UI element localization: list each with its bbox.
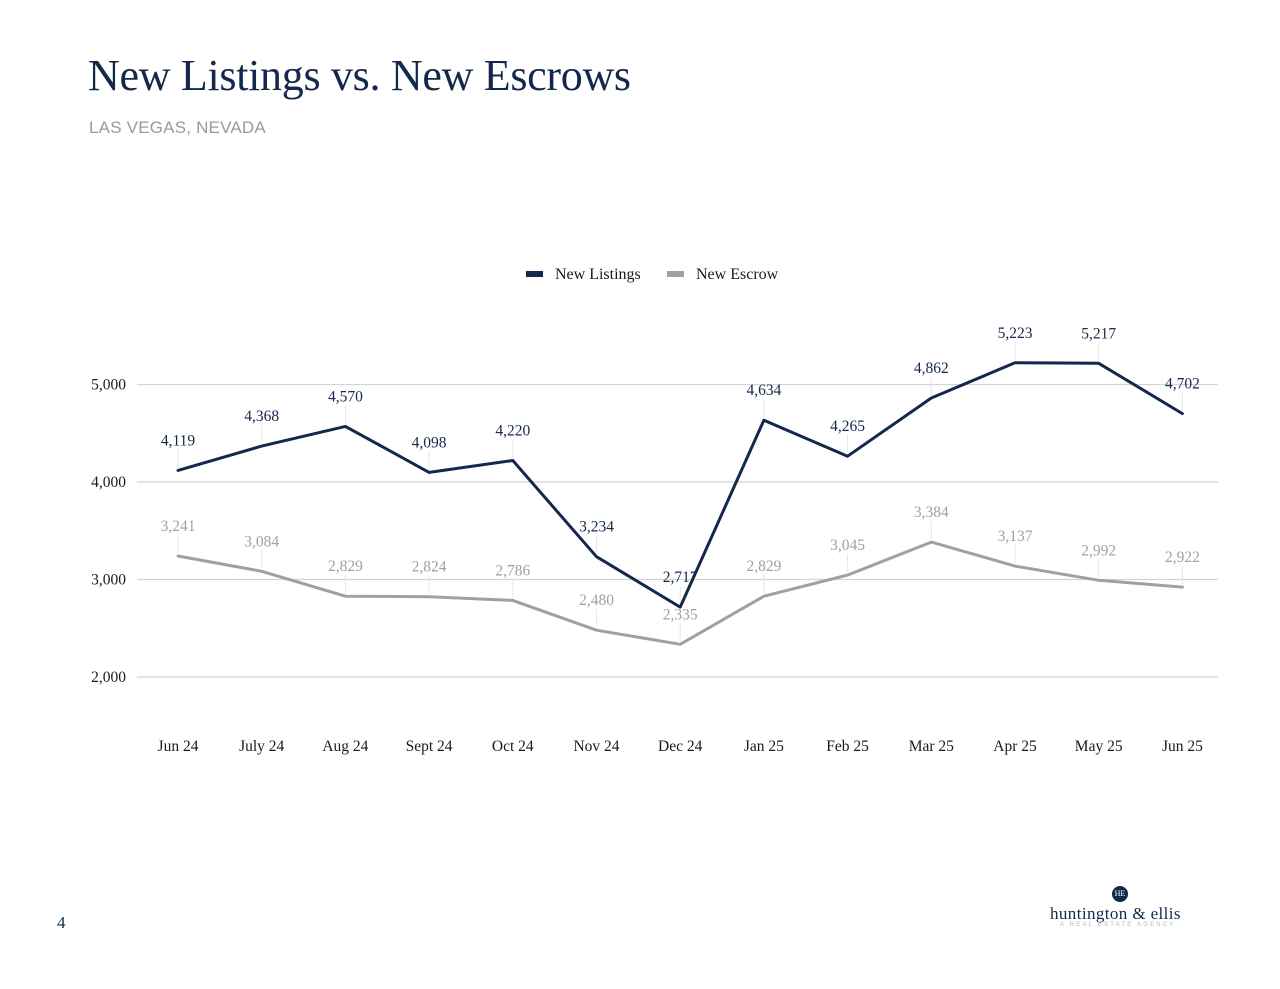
legend-swatch-listings <box>526 271 543 277</box>
data-label-new-listings: 2,717 <box>663 569 698 586</box>
logo-monogram: HE <box>1112 886 1128 902</box>
data-label-new-escrow: 2,922 <box>1165 549 1200 566</box>
data-label-new-listings: 4,862 <box>914 360 949 377</box>
data-label-new-escrow: 2,829 <box>328 558 363 575</box>
data-label-new-listings: 4,570 <box>328 388 363 405</box>
series-lines <box>176 361 1184 646</box>
y-tick-label: 4,000 <box>91 474 126 491</box>
legend-label-escrow: New Escrow <box>696 266 779 283</box>
data-label-new-listings: 4,098 <box>412 434 447 451</box>
x-tick-label: July 24 <box>239 738 284 755</box>
data-label-new-listings: 5,223 <box>998 325 1033 342</box>
y-tick-label: 3,000 <box>91 572 126 589</box>
data-label-new-escrow: 2,824 <box>412 559 447 576</box>
x-tick-label: Jun 24 <box>158 738 199 755</box>
x-tick-label: Jun 25 <box>1162 738 1203 755</box>
x-tick-label: Apr 25 <box>993 738 1037 755</box>
x-tick-label: Mar 25 <box>909 738 954 755</box>
legend-swatch-escrow <box>667 271 684 277</box>
x-tick-label: Jan 25 <box>744 738 784 755</box>
data-label-new-escrow: 3,045 <box>830 537 865 554</box>
logo-wordmark: huntington & ellis <box>1050 904 1181 923</box>
x-tick-label: Nov 24 <box>573 738 619 755</box>
data-label-new-escrow: 2,335 <box>663 606 698 623</box>
label-leaders <box>177 341 1183 642</box>
data-label-new-escrow: 2,786 <box>495 562 530 579</box>
page-subtitle: LAS VEGAS, NEVADA <box>89 118 266 137</box>
data-label-new-listings: 4,634 <box>746 382 781 399</box>
data-label-new-escrow: 2,829 <box>746 558 781 575</box>
x-tick-label: Dec 24 <box>658 738 703 755</box>
data-label-new-escrow: 2,992 <box>1081 542 1116 559</box>
data-label-new-escrow: 2,480 <box>579 592 614 609</box>
data-label-new-listings: 4,702 <box>1165 376 1200 393</box>
y-tick-label: 2,000 <box>91 669 126 686</box>
x-tick-label: May 25 <box>1075 738 1123 755</box>
data-label-new-listings: 5,217 <box>1081 325 1116 342</box>
legend: New Listings New Escrow <box>526 266 779 283</box>
company-logo: HE huntington & ellis A REAL ESTATE AGEN… <box>1040 884 1200 934</box>
data-label-new-listings: 4,119 <box>161 432 196 449</box>
x-tick-label: Sept 24 <box>406 738 453 755</box>
series-line-new-listings <box>176 361 1184 609</box>
series-line-new-escrow <box>176 540 1184 646</box>
data-label-new-listings: 3,234 <box>579 519 614 536</box>
page-number: 4 <box>57 913 66 932</box>
data-label-new-listings: 4,265 <box>830 418 865 435</box>
data-label-new-escrow: 3,241 <box>161 518 196 535</box>
logo-tagline: A REAL ESTATE AGENCY <box>1060 922 1176 928</box>
data-label-new-escrow: 3,137 <box>998 528 1033 545</box>
legend-label-listings: New Listings <box>555 266 641 283</box>
page-title: New Listings vs. New Escrows <box>88 51 631 100</box>
x-tick-label: Feb 25 <box>826 738 869 755</box>
data-label-new-listings: 4,368 <box>244 408 279 425</box>
gridlines <box>137 383 1218 678</box>
x-axis-ticks: Jun 24 July 24 Aug 24 Sept 24 Oct 24 Nov 24 De… <box>158 738 1204 755</box>
x-tick-label: Oct 24 <box>492 738 534 755</box>
data-label-new-escrow: 3,384 <box>914 504 949 521</box>
data-label-new-listings: 4,220 <box>495 423 530 440</box>
x-tick-label: Aug 24 <box>322 738 368 755</box>
data-label-new-escrow: 3,084 <box>244 533 279 550</box>
data-labels: 4,119 4,368 4,570 4,098 4,220 3,234 2,717 4,634… <box>161 325 1200 624</box>
y-tick-label: 5,000 <box>91 377 126 394</box>
y-axis-ticks: 2,000 3,000 4,000 5,000 <box>91 377 126 687</box>
